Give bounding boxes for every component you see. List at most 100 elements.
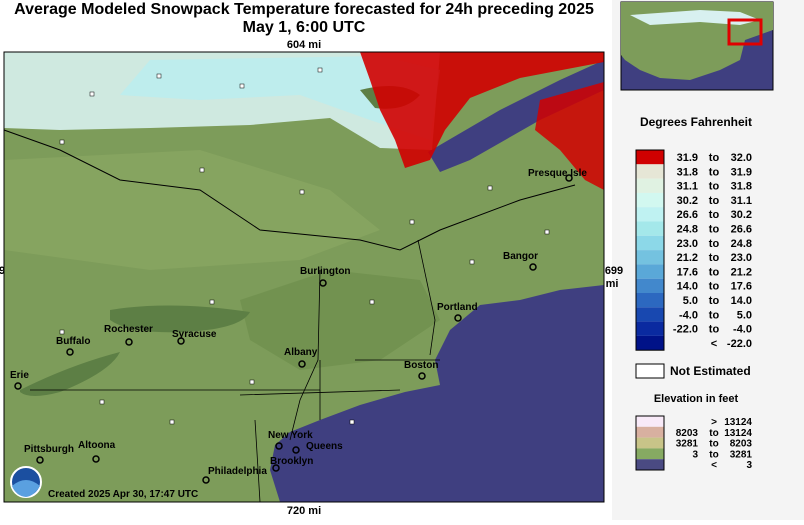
legend-frame	[635, 149, 665, 351]
city-marker	[66, 348, 74, 356]
legend-from: -4.0	[679, 309, 698, 321]
legend-title: Degrees Fahrenheit	[640, 115, 752, 129]
legend-from: 17.6	[677, 266, 698, 278]
city-label: Bangor	[503, 251, 538, 262]
legend-sep: to	[709, 238, 720, 250]
elevation-sep: >	[711, 417, 717, 428]
elevation-frame	[635, 415, 665, 471]
city-label: Burlington	[300, 266, 351, 277]
legend-to: 26.6	[731, 224, 752, 236]
city-label: Portland	[437, 302, 478, 313]
city-label: Altoona	[78, 440, 116, 451]
city-marker	[319, 279, 327, 287]
map	[3, 51, 605, 503]
legend-to: 17.6	[731, 281, 752, 293]
legend-sep: to	[709, 166, 720, 178]
legend-sep: <	[711, 338, 717, 350]
snow-red	[360, 52, 604, 168]
elevation-from: 8203	[676, 428, 699, 439]
city-label: New York	[268, 430, 313, 441]
elevation-sep: to	[709, 439, 718, 450]
legend-to: 5.0	[737, 309, 752, 321]
legend-sep: to	[709, 309, 720, 321]
snow-red	[535, 82, 604, 190]
elevation-to: 8203	[730, 439, 753, 450]
city-marker	[14, 382, 22, 390]
legend-swatch	[636, 221, 664, 236]
map-frame	[3, 51, 605, 503]
legend-swatch	[636, 207, 664, 222]
noaa-logo	[10, 466, 42, 498]
legend-swatch	[636, 335, 664, 351]
elevation-from: 3281	[676, 439, 699, 450]
legend-swatch	[636, 150, 664, 165]
legend-from: 21.2	[677, 252, 698, 264]
legend-title: Elevation in feet	[654, 393, 739, 405]
elevation-to: 3281	[730, 449, 753, 460]
city-marker	[292, 446, 300, 454]
city-marker	[298, 360, 306, 368]
city-label: Pittsburgh	[24, 444, 74, 455]
elevation-swatch	[636, 448, 664, 460]
city-label: Presque Isle	[528, 168, 587, 179]
legend-from: -22.0	[673, 324, 698, 336]
city-marker	[565, 174, 573, 182]
legend-sep: to	[709, 195, 720, 207]
city-marker	[177, 337, 185, 345]
city-marker	[529, 263, 537, 271]
legend-sep: to	[709, 152, 720, 164]
distance-label: mi	[606, 278, 619, 290]
elevation-to: 13124	[724, 428, 752, 439]
distance-label: 699	[605, 265, 623, 277]
legend-sep: to	[709, 281, 720, 293]
city-label: Rochester	[104, 324, 153, 335]
title: Average Modeled Snowpack Temperature for…	[14, 1, 594, 18]
inset-map	[620, 1, 774, 91]
city-label: Brooklyn	[270, 456, 313, 467]
subtitle: May 1, 6:00 UTC	[243, 19, 366, 36]
city-label: Erie	[10, 370, 29, 381]
lake	[20, 352, 120, 396]
border	[30, 239, 440, 503]
legend-swatch	[636, 235, 664, 251]
border	[3, 129, 576, 251]
legend-sep: to	[709, 295, 720, 307]
legend-swatch	[636, 264, 664, 279]
legend-to: 31.9	[731, 166, 752, 178]
legend-to: 31.1	[731, 195, 752, 207]
legend-from: 26.6	[677, 209, 698, 221]
legend-swatch	[636, 250, 664, 265]
terrain	[240, 270, 440, 370]
legend-sep: to	[709, 324, 720, 336]
legend-swatch	[636, 178, 664, 193]
city-label: Albany	[284, 347, 318, 358]
city-label: Boston	[404, 360, 438, 371]
legend-swatch	[635, 363, 665, 379]
legend-from: 31.1	[677, 181, 698, 193]
city-label: Philadelphia	[208, 466, 267, 477]
legend-sep: to	[709, 181, 720, 193]
legend-to: 23.0	[731, 252, 752, 264]
legend-from: 31.9	[677, 152, 698, 164]
city-marker	[275, 442, 283, 450]
elevation-swatch	[636, 459, 664, 470]
distance-label: 720 mi	[287, 505, 321, 517]
legend-swatch	[636, 307, 664, 322]
snow-area	[120, 56, 440, 140]
created-label: Created 2025 Apr 30, 17:47 UTC	[48, 489, 198, 500]
terrain	[4, 150, 380, 270]
legend-from: 24.8	[677, 224, 698, 236]
legend-to: 14.0	[731, 295, 752, 307]
ocean	[270, 285, 604, 502]
legend-from: 5.0	[683, 295, 698, 307]
legend-sep: to	[709, 252, 720, 264]
city-marker	[202, 476, 210, 484]
legend-sep: to	[709, 224, 720, 236]
legend-swatch	[636, 321, 664, 336]
city-label: Syracuse	[172, 329, 217, 340]
city-marker	[418, 372, 426, 380]
legend-to: 21.2	[731, 266, 752, 278]
legend-from: 14.0	[677, 281, 698, 293]
elevation-swatch	[636, 437, 664, 449]
